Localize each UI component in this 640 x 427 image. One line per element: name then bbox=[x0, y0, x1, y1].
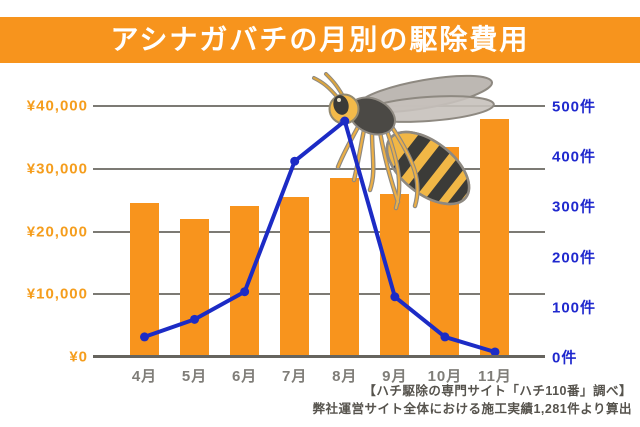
cost-bar-5月 bbox=[180, 218, 210, 357]
count-point-4月 bbox=[140, 332, 149, 342]
x-axis-label-8月: 8月 bbox=[332, 368, 358, 385]
y-axis-right-label: 0件 bbox=[552, 349, 578, 367]
y-axis-left-label: ¥10,000 bbox=[26, 285, 88, 303]
x-axis-label-4月: 4月 bbox=[131, 368, 158, 385]
gridline bbox=[93, 293, 545, 296]
count-point-8月 bbox=[340, 116, 350, 126]
source-note-line2: 弊社運営サイト全体における施工実績1,281件より算出 bbox=[312, 402, 632, 416]
gridline bbox=[93, 230, 545, 233]
y-axis-left-label: ¥20,000 bbox=[26, 223, 88, 240]
y-axis-right-label: 400件 bbox=[552, 148, 597, 166]
cost-bar-9月 bbox=[380, 193, 410, 357]
y-axis-left-label: ¥0 bbox=[69, 348, 88, 366]
y-axis-right-label: 500件 bbox=[552, 98, 597, 116]
count-point-5月 bbox=[190, 314, 200, 324]
source-note: 【ハチ駆除の専門サイト「ハチ110番」調べ】 弊社運営サイト全体における施工実績… bbox=[312, 382, 632, 418]
chart-title-banner: アシナガバチの月別の駆除費用 bbox=[0, 17, 640, 63]
count-point-10月 bbox=[440, 332, 450, 342]
wasp-icon bbox=[312, 72, 495, 212]
source-note-line1: 【ハチ駆除の専門サイト「ハチ110番」調べ】 bbox=[363, 384, 632, 398]
cost-bar-11月 bbox=[480, 118, 510, 357]
x-axis-label-5月: 5月 bbox=[181, 368, 208, 385]
x-axis-line bbox=[93, 355, 545, 358]
count-point-11月 bbox=[490, 347, 500, 357]
y-axis-left-label: ¥30,000 bbox=[26, 160, 88, 178]
x-axis-label-7月: 7月 bbox=[282, 368, 308, 385]
count-line bbox=[143, 119, 496, 354]
count-point-9月 bbox=[390, 292, 400, 302]
count-point-6月 bbox=[240, 287, 250, 297]
x-axis-label-9月: 9月 bbox=[382, 368, 408, 385]
gridline bbox=[93, 105, 545, 107]
page-title: アシナガバチの月別の駆除費用 bbox=[110, 24, 530, 55]
y-axis-right-label: 100件 bbox=[552, 299, 597, 317]
y-axis-right-label: 300件 bbox=[552, 198, 597, 216]
cost-bar-6月 bbox=[230, 206, 260, 357]
x-axis-label-10月: 10月 bbox=[427, 368, 463, 385]
y-axis-right-label: 200件 bbox=[552, 249, 597, 267]
count-line-chart bbox=[140, 116, 500, 357]
count-point-7月 bbox=[290, 156, 300, 166]
cost-bar-4月 bbox=[130, 203, 159, 357]
cost-bar-8月 bbox=[330, 178, 360, 357]
x-axis-label-6月: 6月 bbox=[231, 368, 258, 385]
y-axis-left-label: ¥40,000 bbox=[26, 97, 88, 115]
chart-plot-area bbox=[93, 72, 545, 358]
x-axis-label-11月: 11月 bbox=[478, 368, 512, 385]
gridline bbox=[93, 167, 545, 170]
cost-bar-7月 bbox=[280, 197, 310, 357]
